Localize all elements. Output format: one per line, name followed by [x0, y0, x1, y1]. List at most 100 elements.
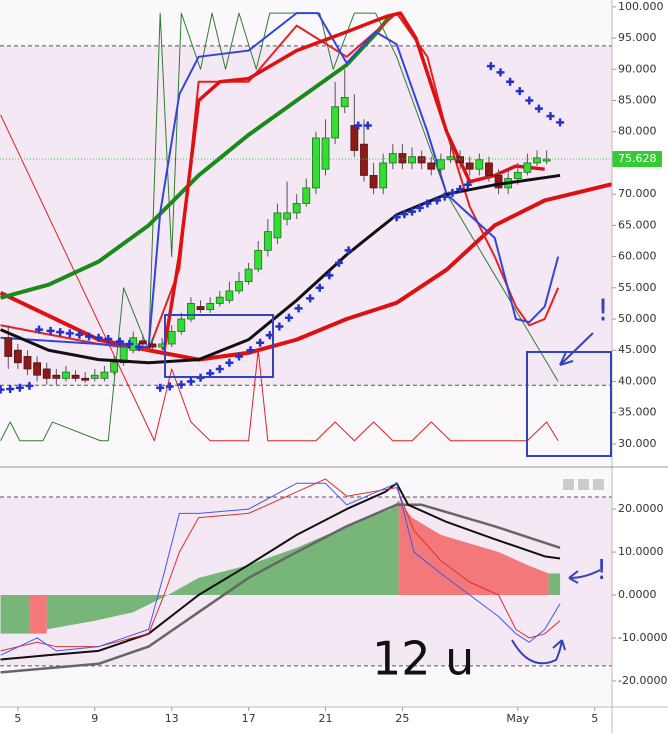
candle-body — [360, 143, 368, 176]
marker — [15, 383, 24, 392]
marker — [408, 207, 417, 216]
marker — [46, 326, 55, 335]
marker — [135, 343, 144, 352]
button[interactable] — [593, 479, 604, 490]
candle-body — [321, 137, 330, 170]
marker — [35, 325, 44, 334]
last-value-tag — [612, 151, 662, 168]
candle-body — [138, 340, 147, 345]
candle-body — [100, 371, 109, 379]
candle-body — [312, 137, 320, 189]
candle-body — [494, 175, 503, 189]
candle-body — [331, 106, 340, 139]
marker — [456, 185, 465, 194]
marker — [246, 346, 255, 355]
x-tick-label: 5 — [14, 712, 21, 725]
marker — [177, 380, 186, 389]
y-tick-label: 85.000 — [618, 94, 657, 107]
y-tick-label: 65.000 — [618, 218, 657, 231]
line — [0, 503, 561, 674]
marker — [400, 210, 409, 219]
handwritten-mark: ! — [596, 553, 607, 586]
candle-body — [206, 303, 215, 311]
marker — [284, 313, 293, 322]
last-value-label: 75.628 — [618, 152, 657, 165]
y-tick-label: 0.0000 — [618, 588, 657, 601]
line — [0, 12, 560, 349]
marker — [306, 294, 315, 303]
highlight-box — [164, 314, 274, 378]
candle-body — [13, 349, 22, 364]
candle-body — [81, 377, 90, 381]
marker — [363, 121, 372, 130]
candle-body — [379, 162, 388, 189]
candle-body — [52, 374, 61, 379]
candle-body — [42, 368, 51, 379]
marker — [186, 377, 195, 386]
marker — [423, 199, 432, 208]
handwritten-note: 12 u — [372, 632, 474, 686]
candle-body — [4, 337, 13, 357]
line — [0, 482, 561, 661]
y-tick-label: -10.0000 — [618, 631, 667, 644]
marker — [433, 196, 442, 205]
marker — [463, 180, 472, 189]
candle-body — [283, 212, 291, 220]
x-tick-label: May — [506, 712, 529, 725]
area — [548, 573, 561, 596]
candle-body — [23, 356, 32, 370]
marker — [225, 358, 234, 367]
marker — [6, 384, 15, 393]
candle-body — [340, 96, 349, 108]
candle-body — [215, 296, 224, 304]
y-tick-label: 80.000 — [618, 125, 657, 138]
candle-body — [254, 249, 263, 270]
marker — [392, 213, 401, 222]
candle-body — [485, 162, 493, 176]
candle-body — [187, 303, 195, 320]
marker — [325, 271, 334, 280]
x-tick-label: 21 — [319, 712, 333, 725]
area — [0, 595, 30, 634]
candle-body — [273, 212, 282, 239]
area — [29, 595, 47, 634]
line — [162, 11, 545, 351]
marker — [448, 188, 457, 197]
drawings — [164, 314, 612, 665]
marker — [94, 333, 103, 342]
panel-buttons — [563, 479, 604, 490]
y-tick-label: 90.000 — [618, 62, 657, 75]
marker — [104, 335, 113, 343]
x-tick-label: 9 — [91, 712, 98, 725]
candle-body — [388, 153, 397, 164]
line — [0, 482, 561, 656]
candle-body — [436, 159, 445, 170]
button[interactable] — [578, 479, 589, 490]
candle-body — [398, 153, 407, 164]
marker — [334, 258, 343, 267]
candle-body — [408, 156, 416, 164]
marker — [496, 68, 505, 77]
arrow — [511, 639, 566, 665]
candle-body — [71, 374, 80, 379]
handwritten-mark: ! — [597, 294, 609, 329]
candle-body — [456, 156, 465, 164]
line — [0, 114, 559, 442]
button[interactable] — [563, 479, 574, 490]
marker — [165, 382, 174, 391]
x-tick-label: 5 — [591, 712, 598, 725]
marker — [56, 328, 65, 337]
candle-body — [196, 306, 205, 311]
candle-body — [302, 187, 311, 204]
marker — [546, 112, 555, 121]
marker — [275, 322, 284, 331]
y-tick-label: 100.000 — [618, 0, 664, 13]
y-tick-label: 35.000 — [618, 406, 657, 419]
y-tick-label: 20.0000 — [618, 502, 664, 515]
marker — [0, 385, 5, 394]
y-tick-label: 60.000 — [618, 250, 657, 263]
highlight-box — [526, 351, 612, 457]
marker — [315, 283, 324, 292]
candle-body — [350, 125, 359, 151]
